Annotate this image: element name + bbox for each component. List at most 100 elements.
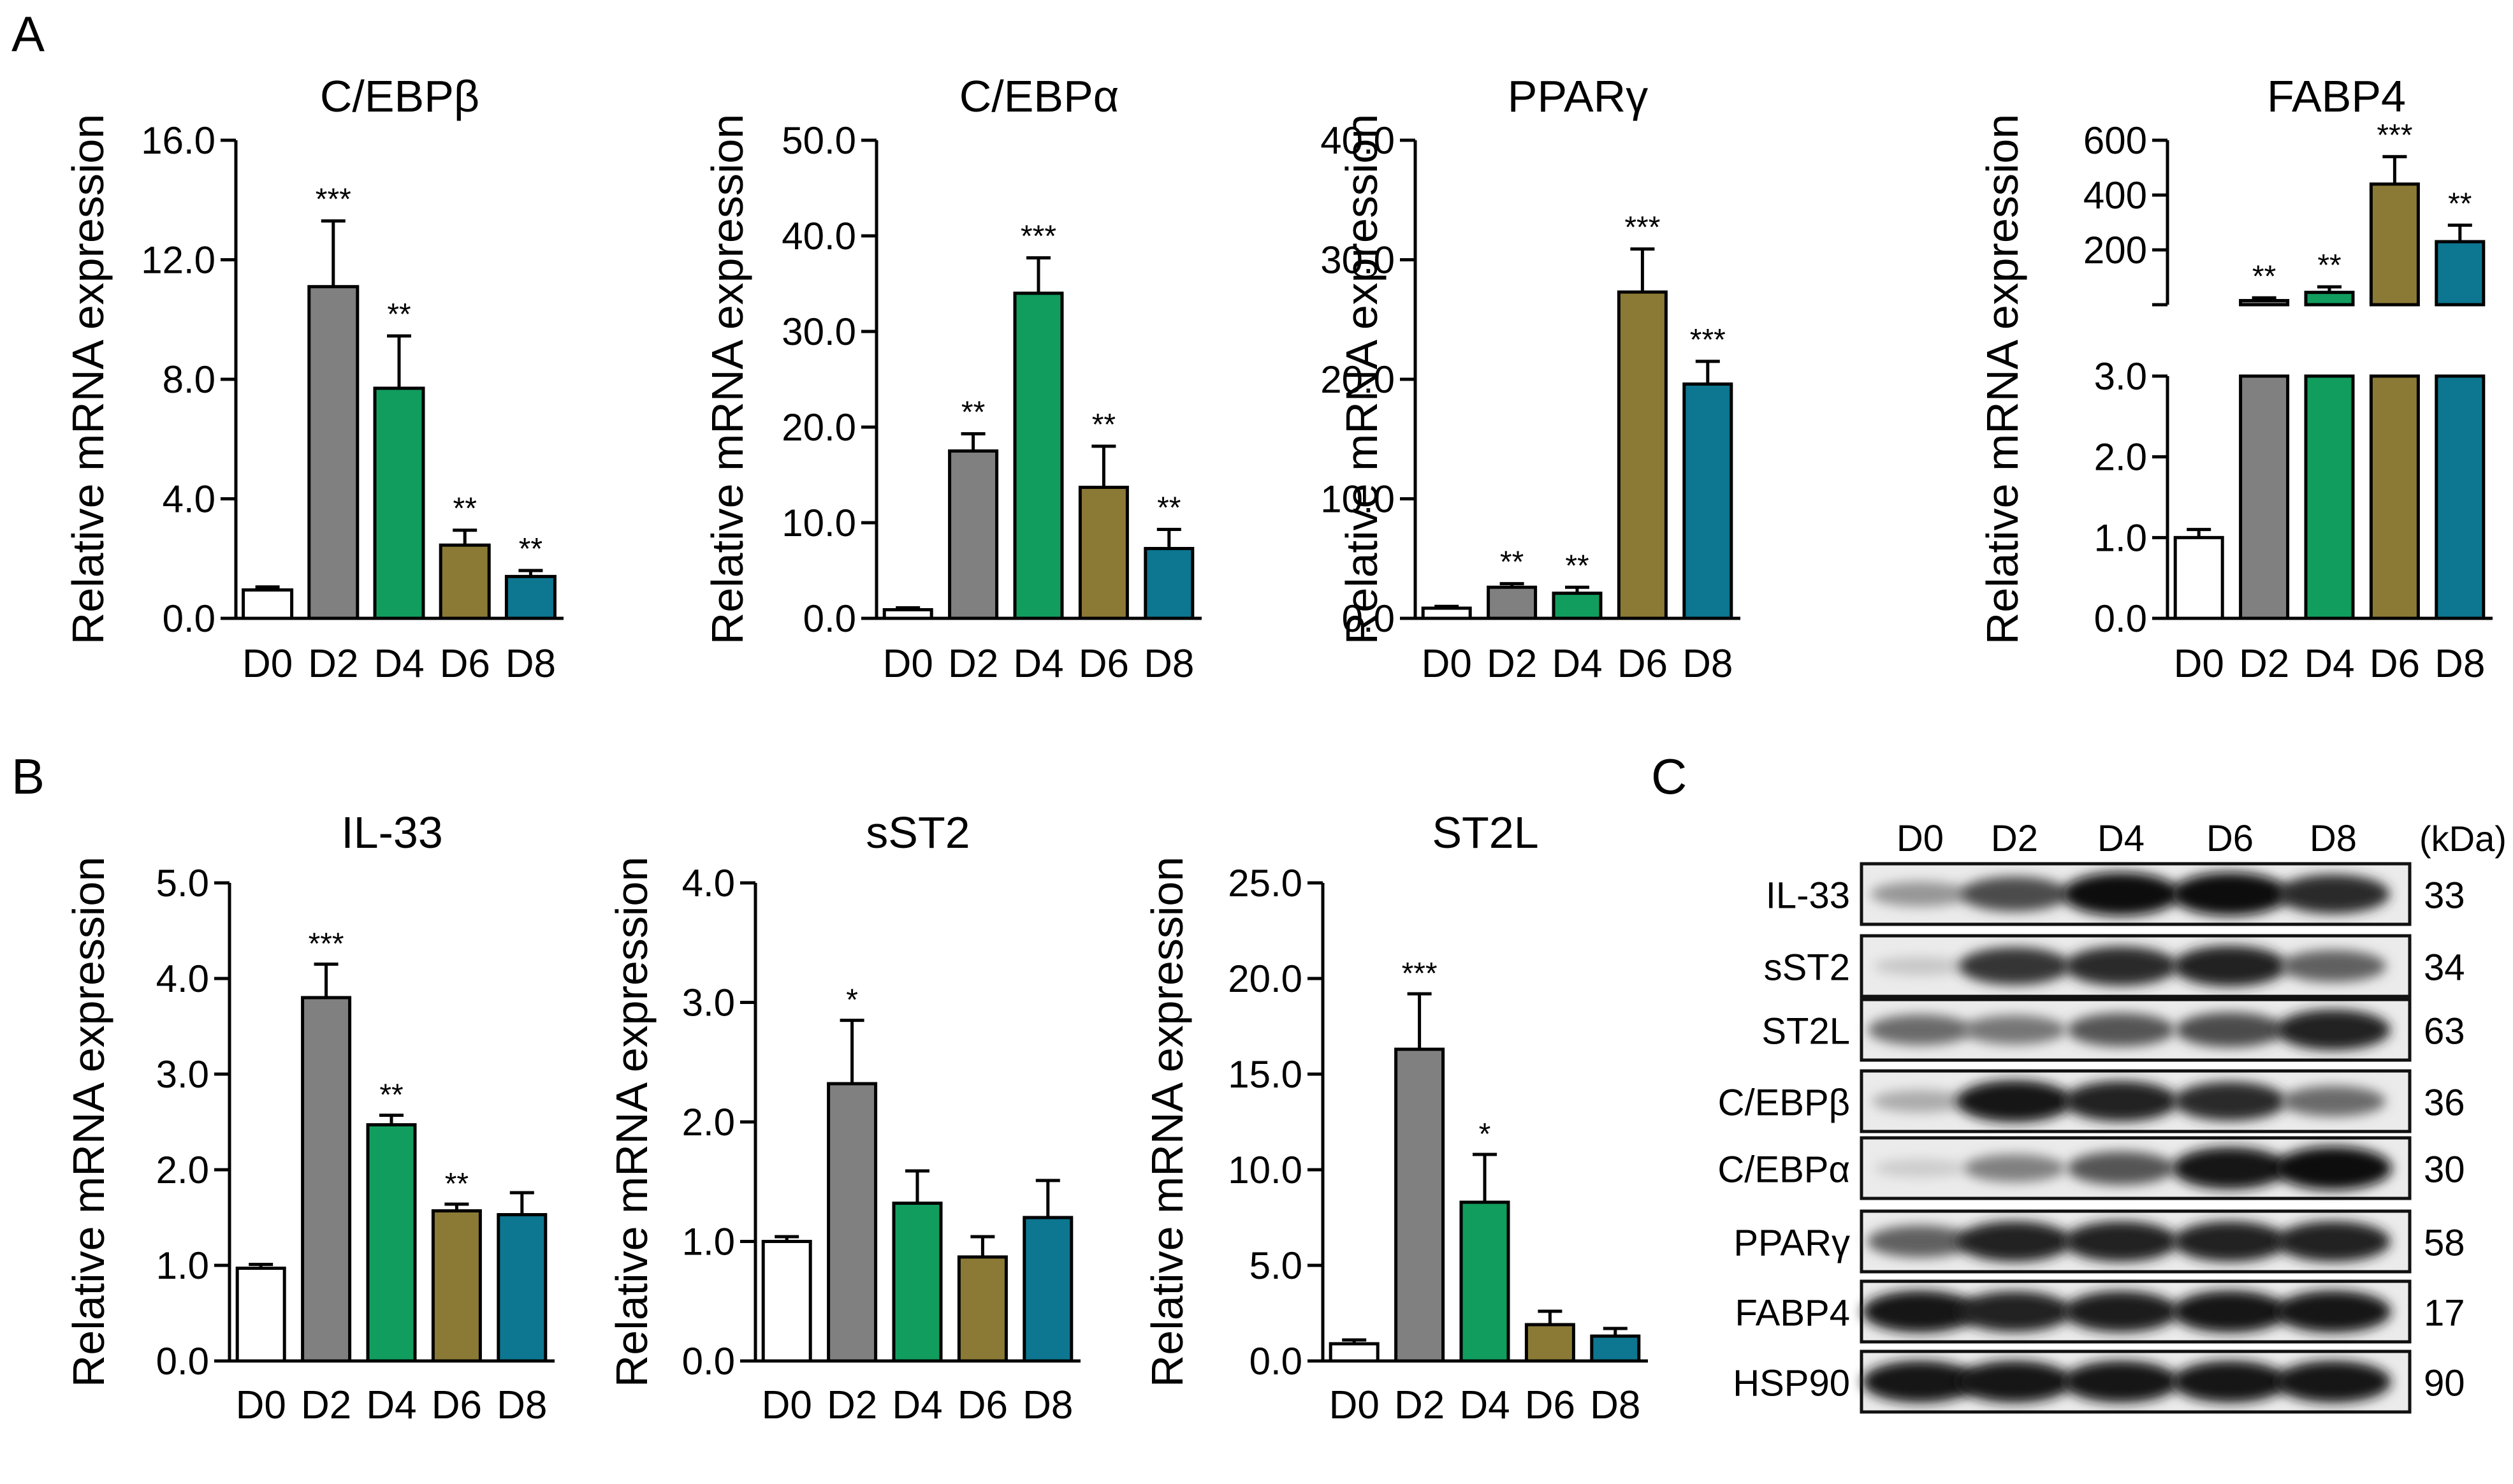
blot-band	[1956, 1360, 2072, 1403]
bar-d2	[1394, 1047, 1445, 1363]
x-tick-label: D4	[2304, 642, 2354, 686]
kda-label: 58	[2424, 1223, 2465, 1264]
x-tick-label: D8	[2435, 642, 2485, 686]
bar-d4	[373, 386, 425, 620]
y-tick-label: 1.0	[682, 1221, 735, 1263]
bar-d6	[957, 1255, 1008, 1363]
blot-band	[2275, 1290, 2391, 1333]
bar-d2	[301, 996, 352, 1363]
bar-d6	[1617, 290, 1668, 620]
bar-d4	[1459, 1200, 1510, 1363]
kda-label: 63	[2424, 1011, 2465, 1052]
y-tick-label: 400	[2083, 174, 2147, 217]
blot-band	[1867, 1014, 1973, 1045]
blot-band	[2172, 1147, 2288, 1189]
blot-row: FABP4 17	[1735, 1279, 2465, 1344]
significance-marker: ***	[1690, 323, 1726, 357]
x-tick-label: D2	[1394, 1383, 1445, 1427]
chart-cebpa: C/EBPα Relative mRNA expression D0 ** D2 *** D…	[703, 71, 1202, 686]
blot-row: IL-33 33	[1766, 862, 2465, 926]
bar-d0	[235, 1267, 286, 1363]
x-tick-label: D8	[1590, 1383, 1640, 1427]
y-tick-label: 0.0	[163, 597, 215, 640]
y-tick-label: 20.0	[782, 406, 856, 449]
protein-label: C/EBPα	[1717, 1149, 1850, 1191]
chart-title: C/EBPα	[959, 71, 1119, 121]
y-tick-label: 0.0	[1342, 597, 1395, 640]
kda-label: 30	[2424, 1149, 2465, 1191]
y-tick-label: 5.0	[1249, 1244, 1302, 1287]
blot-band	[2171, 872, 2289, 916]
protein-label: IL-33	[1766, 875, 1850, 917]
significance-marker: **	[2317, 249, 2341, 282]
y-axis-label: Relative mRNA expression	[1978, 114, 2027, 645]
blot-band	[1862, 1360, 1978, 1403]
significance-marker: **	[445, 1167, 469, 1201]
protein-label: FABP4	[1735, 1293, 1850, 1334]
significance-marker: **	[387, 298, 411, 331]
x-tick-label: D8	[1682, 642, 1733, 686]
y-tick-label: 40.0	[782, 215, 856, 258]
blot-row: PPARγ 58	[1733, 1209, 2465, 1274]
y-tick-label: 3.0	[156, 1053, 209, 1096]
blot-row: C/EBPβ 36	[1718, 1069, 2465, 1133]
y-tick-label: 4.0	[163, 478, 215, 521]
significance-marker: ***	[309, 927, 344, 961]
y-tick-label: 0.0	[803, 597, 856, 640]
blot-band	[2064, 1221, 2178, 1262]
blot-band	[1862, 1290, 1978, 1333]
bar-d2-upper	[2239, 299, 2290, 307]
chart-title: PPARγ	[1508, 71, 1648, 121]
kda-unit-label: (kDa)	[2419, 818, 2507, 859]
x-tick-label: D8	[1144, 642, 1194, 686]
bar-d0	[242, 588, 294, 620]
kda-label: 34	[2424, 947, 2465, 989]
y-tick-label: 200	[2083, 229, 2147, 272]
significance-marker: ***	[2377, 119, 2412, 152]
significance-marker: ***	[1021, 220, 1056, 254]
y-axis-label: Relative mRNA expression	[607, 857, 657, 1388]
y-tick-label: 16.0	[141, 119, 215, 162]
blot-band	[1874, 1159, 1967, 1177]
x-tick-label: D2	[1487, 642, 1537, 686]
bar-d8	[1144, 547, 1195, 620]
significance-marker: **	[379, 1079, 403, 1112]
bar-d6	[439, 543, 491, 620]
significance-marker: **	[1157, 491, 1181, 525]
y-tick-label: 5.0	[156, 862, 209, 905]
significance-marker: **	[1092, 408, 1116, 442]
lane-label: D6	[2206, 818, 2254, 859]
x-tick-label: D2	[308, 642, 358, 686]
blot-band	[1872, 1090, 1969, 1112]
blot-row: C/EBPα 30	[1717, 1136, 2465, 1200]
x-tick-label: D8	[1023, 1383, 1073, 1427]
significance-marker: **	[2448, 187, 2472, 221]
bar-d6-upper	[2369, 182, 2420, 307]
chart-il33: IL-33 Relative mRNA expression D0 *** D2 ** D4…	[64, 808, 555, 1427]
significance-marker: ***	[1402, 957, 1438, 991]
blot-band	[2275, 1146, 2392, 1190]
blot-band	[2173, 1081, 2287, 1121]
x-tick-label: D4	[374, 642, 424, 686]
blot-band	[1867, 1225, 1974, 1258]
x-tick-label: D4	[892, 1383, 942, 1427]
y-tick-label: 30.0	[782, 310, 856, 353]
x-tick-label: D0	[242, 642, 293, 686]
y-tick-label: 20.0	[1228, 957, 1302, 1000]
chart-sst2: sST2 Relative mRNA expression D0 * D2 D4 D6 D8 0…	[607, 808, 1081, 1427]
bar-d2-lower	[2239, 374, 2290, 620]
y-tick-label: 15.0	[1228, 1053, 1302, 1096]
x-tick-label: D0	[883, 642, 933, 686]
bar-d4	[892, 1202, 943, 1363]
y-axis-label: Relative mRNA expression	[703, 114, 752, 645]
x-tick-label: D0	[762, 1383, 812, 1427]
x-tick-label: D6	[440, 642, 490, 686]
x-tick-label: D6	[432, 1383, 482, 1427]
y-tick-label: 10.0	[1228, 1149, 1302, 1191]
lane-label: D4	[2097, 818, 2145, 859]
bar-d0	[2173, 535, 2224, 620]
y-tick-label: 4.0	[156, 957, 209, 1000]
bar-d8-lower	[2435, 374, 2486, 620]
kda-label: 33	[2424, 875, 2465, 917]
chart-st2l: ST2L Relative mRNA expression D0 *** D2 * D4 D6…	[1142, 808, 1648, 1427]
